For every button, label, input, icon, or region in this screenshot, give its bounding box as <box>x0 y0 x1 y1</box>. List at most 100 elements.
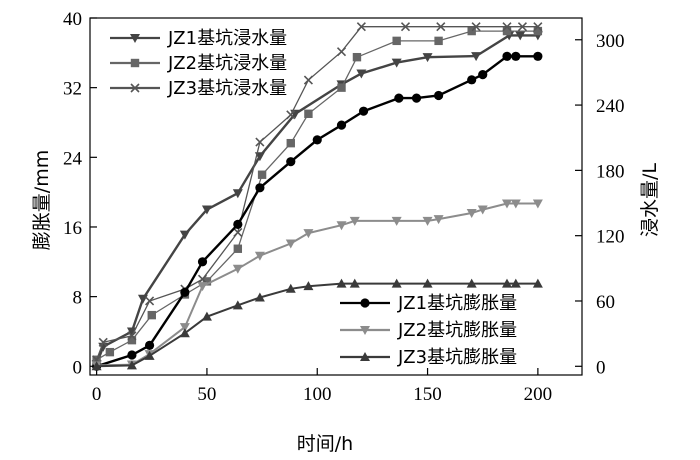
data-point <box>127 331 137 341</box>
legend-item: JZ3基坑膨胀量 <box>340 347 517 368</box>
data-point <box>434 36 443 46</box>
data-point <box>433 215 444 225</box>
data-point <box>180 287 190 297</box>
data-point <box>349 278 360 288</box>
data-point <box>471 52 482 62</box>
data-point <box>533 26 543 36</box>
data-point <box>254 251 265 261</box>
data-point <box>144 350 155 360</box>
data-point <box>502 22 512 32</box>
data-point <box>233 244 243 253</box>
data-point <box>285 283 296 293</box>
legend-top-left: JZ1基坑浸水量 JZ2基坑浸水量 JZ3基坑浸水量 <box>110 28 287 99</box>
data-point <box>254 292 265 302</box>
data-point <box>356 69 367 79</box>
data-point <box>356 22 366 32</box>
data-point <box>532 199 543 209</box>
data-point <box>255 137 265 147</box>
plot-area <box>91 22 543 371</box>
y-tick-label: 16 <box>63 218 82 239</box>
data-point <box>337 83 346 92</box>
data-point <box>179 323 190 333</box>
data-point <box>422 278 433 288</box>
series-3 <box>92 22 543 365</box>
data-point <box>422 53 433 63</box>
data-point <box>352 52 362 62</box>
y2-axis-title: 浸水量/L <box>639 163 661 237</box>
data-point <box>232 189 243 199</box>
data-point <box>391 278 402 288</box>
data-point <box>411 93 422 103</box>
legend-swatch-marker <box>130 58 140 68</box>
data-point <box>127 350 137 360</box>
data-point <box>144 340 155 350</box>
x-axis-title: 时间/h <box>297 433 353 455</box>
data-point <box>394 93 404 103</box>
data-point <box>510 199 521 209</box>
data-point <box>532 278 543 288</box>
legend-item: JZ1基坑膨胀量 <box>340 293 517 314</box>
legend-label: JZ1基坑浸水量 <box>167 28 287 49</box>
data-point <box>436 22 446 32</box>
legend-item: JZ3基坑浸水量 <box>110 78 287 99</box>
series-4 <box>92 51 543 371</box>
series-6 <box>91 278 543 371</box>
data-point <box>286 138 295 148</box>
y2-tick-label: 120 <box>596 227 625 248</box>
data-point <box>501 199 512 209</box>
legend-label: JZ2基坑膨胀量 <box>397 320 517 341</box>
x-tick-label: 100 <box>303 384 332 405</box>
data-point <box>478 69 488 80</box>
data-point <box>515 31 526 41</box>
data-point <box>358 106 369 116</box>
data-point <box>467 26 476 36</box>
data-point <box>201 205 212 215</box>
legend-swatch-marker <box>130 83 140 93</box>
legend-swatch-marker <box>360 298 370 308</box>
x-tick-label: 200 <box>524 384 553 405</box>
data-point <box>303 281 314 291</box>
series-line <box>95 34 538 365</box>
y2-tick-label: 0 <box>596 357 606 378</box>
data-point <box>336 120 347 130</box>
data-point <box>304 109 313 118</box>
data-point <box>197 274 208 284</box>
y-tick-label: 32 <box>63 79 82 100</box>
data-point <box>391 58 402 68</box>
y2-tick-label: 300 <box>596 31 625 52</box>
data-point <box>477 205 488 215</box>
data-point <box>467 75 477 85</box>
data-point <box>400 22 411 32</box>
data-point <box>286 157 296 167</box>
data-point <box>98 337 108 347</box>
data-point <box>255 183 265 193</box>
y-axis-title: 膨胀量/mm <box>31 150 53 250</box>
series-line <box>95 26 538 361</box>
data-point <box>312 135 322 145</box>
data-point <box>127 335 137 345</box>
legend-swatch-marker <box>360 352 370 361</box>
legend-label: JZ1基坑膨胀量 <box>397 293 517 314</box>
data-point <box>105 347 115 357</box>
x-tick-label: 150 <box>413 384 442 405</box>
data-point <box>201 311 212 321</box>
data-point <box>197 282 208 292</box>
data-point <box>336 278 347 288</box>
y-tick-label: 40 <box>63 9 82 30</box>
legend-bottom-right: JZ1基坑膨胀量 JZ2基坑膨胀量 JZ3基坑膨胀量 <box>340 293 517 368</box>
data-point <box>392 36 401 46</box>
data-point <box>511 51 521 61</box>
data-point <box>126 360 137 370</box>
y-tick-label: 0 <box>73 357 83 378</box>
data-point <box>533 51 543 61</box>
legend-label: JZ2基坑浸水量 <box>167 53 287 74</box>
legend-item: JZ2基坑浸水量 <box>110 53 287 74</box>
data-point <box>336 47 347 57</box>
legend-swatch-marker <box>130 34 140 43</box>
data-point <box>137 294 148 304</box>
data-point <box>202 277 212 286</box>
y2-tick-label: 60 <box>596 292 615 313</box>
data-point <box>391 216 402 226</box>
legend-item: JZ2基坑膨胀量 <box>340 320 517 341</box>
data-point <box>91 361 102 371</box>
